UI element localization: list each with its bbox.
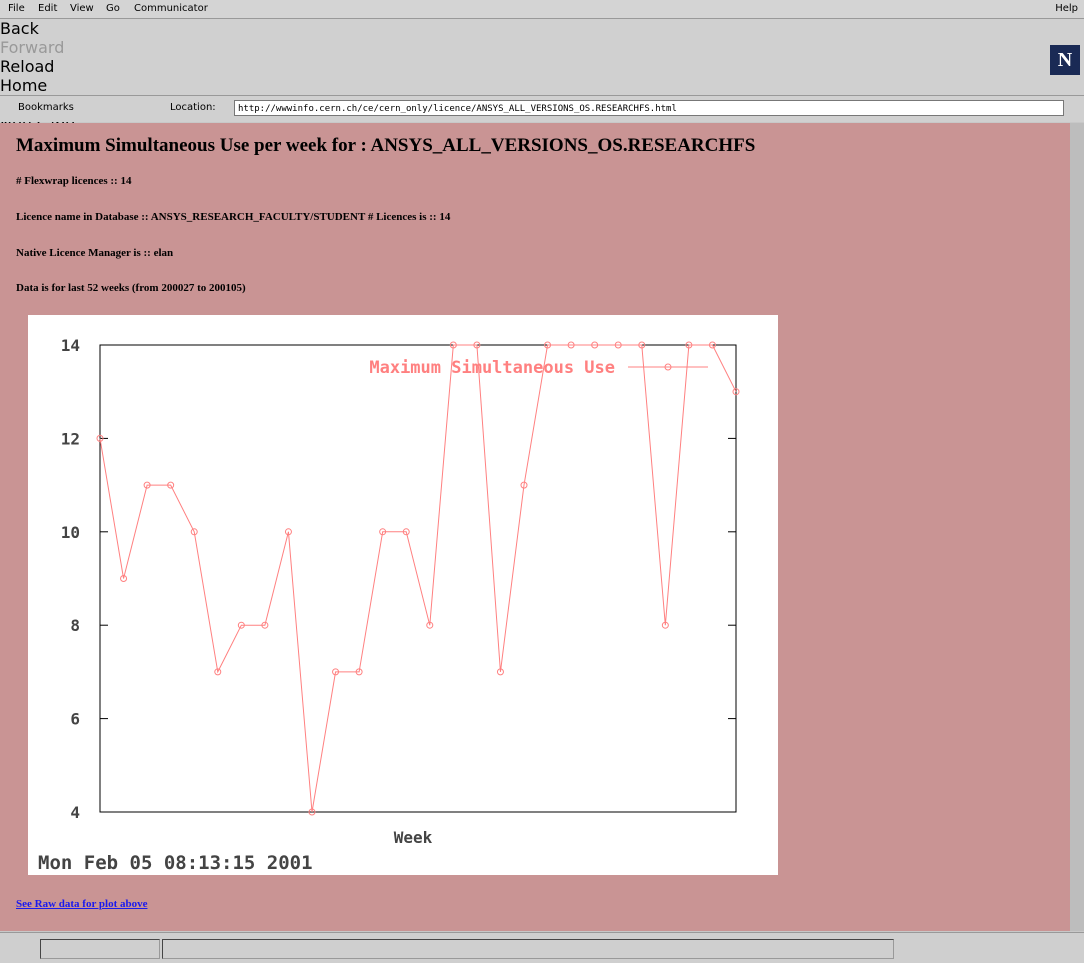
toolbar: N BackForwardReloadHomeSearchNetscapePri…: [0, 19, 1084, 96]
info-line: Licence name in Database :: ANSYS_RESEAR…: [16, 211, 450, 223]
toolbar-button[interactable]: Back: [0, 19, 1084, 38]
button-label: Reload: [0, 57, 54, 76]
y-tick-label: 4: [70, 803, 80, 822]
menu-item[interactable]: View: [70, 3, 94, 14]
menu-item[interactable]: Communicator: [134, 3, 208, 14]
timestamp: Mon Feb 05 08:13:15 2001: [38, 852, 313, 874]
button-label: Forward: [0, 38, 64, 57]
button-label: Back: [0, 19, 39, 38]
raw-data-link[interactable]: See Raw data for plot above: [16, 898, 147, 910]
scrollbar[interactable]: [1070, 123, 1084, 931]
bookmarks-button[interactable]: Bookmarks: [18, 102, 74, 113]
data-line: [100, 345, 736, 812]
location-label: Location:: [170, 102, 216, 113]
y-tick-label: 12: [61, 429, 80, 448]
info-line: # Flexwrap licences :: 14: [16, 175, 131, 187]
button-label: Home: [0, 76, 47, 95]
info-line: Native Licence Manager is :: elan: [16, 247, 173, 259]
info-line: Data is for last 52 weeks (from 200027 t…: [16, 282, 246, 294]
menu-item[interactable]: Help: [1055, 3, 1078, 14]
y-tick-label: 8: [70, 616, 80, 635]
menu-bar: Help File Edit View Go Communicator: [0, 0, 1084, 19]
toolbar-button[interactable]: Home: [0, 76, 1084, 95]
menu-item[interactable]: Go: [106, 3, 120, 14]
location-bar: Bookmarks Location: http://wwwinfo.cern.…: [0, 96, 1084, 122]
menu-item[interactable]: Edit: [38, 3, 57, 14]
y-tick-label: 10: [61, 523, 80, 542]
page: {"menu": ["File", "Edit", "View", "Go", …: [0, 0, 1084, 962]
y-tick-label: 14: [61, 336, 80, 355]
progress-box: [40, 939, 160, 959]
logo: N: [1050, 45, 1080, 75]
toolbar-button[interactable]: Reload: [0, 57, 1084, 76]
heading: Maximum Simultaneous Use per week for : …: [16, 135, 755, 157]
url-field[interactable]: http://wwwinfo.cern.ch/ce/cern_only/lice…: [234, 100, 1064, 116]
page-content: Maximum Simultaneous Use per week for : …: [0, 123, 1070, 931]
menu-item[interactable]: File: [8, 3, 25, 14]
toolbar-button[interactable]: Forward: [0, 38, 1084, 57]
status-bar: [0, 932, 1084, 963]
x-axis-label: Week: [394, 828, 433, 847]
chart: 4 6 8 10 12 14 Week Mon Feb 05 08:13:15 2001 Max…: [28, 315, 778, 875]
legend-label: Maximum Simultaneous Use: [369, 358, 615, 378]
status-text-box: [162, 939, 894, 959]
y-tick-label: 6: [70, 710, 80, 729]
browser-window: Help File Edit View Go Communicator N BackFo…: [0, 0, 1084, 962]
